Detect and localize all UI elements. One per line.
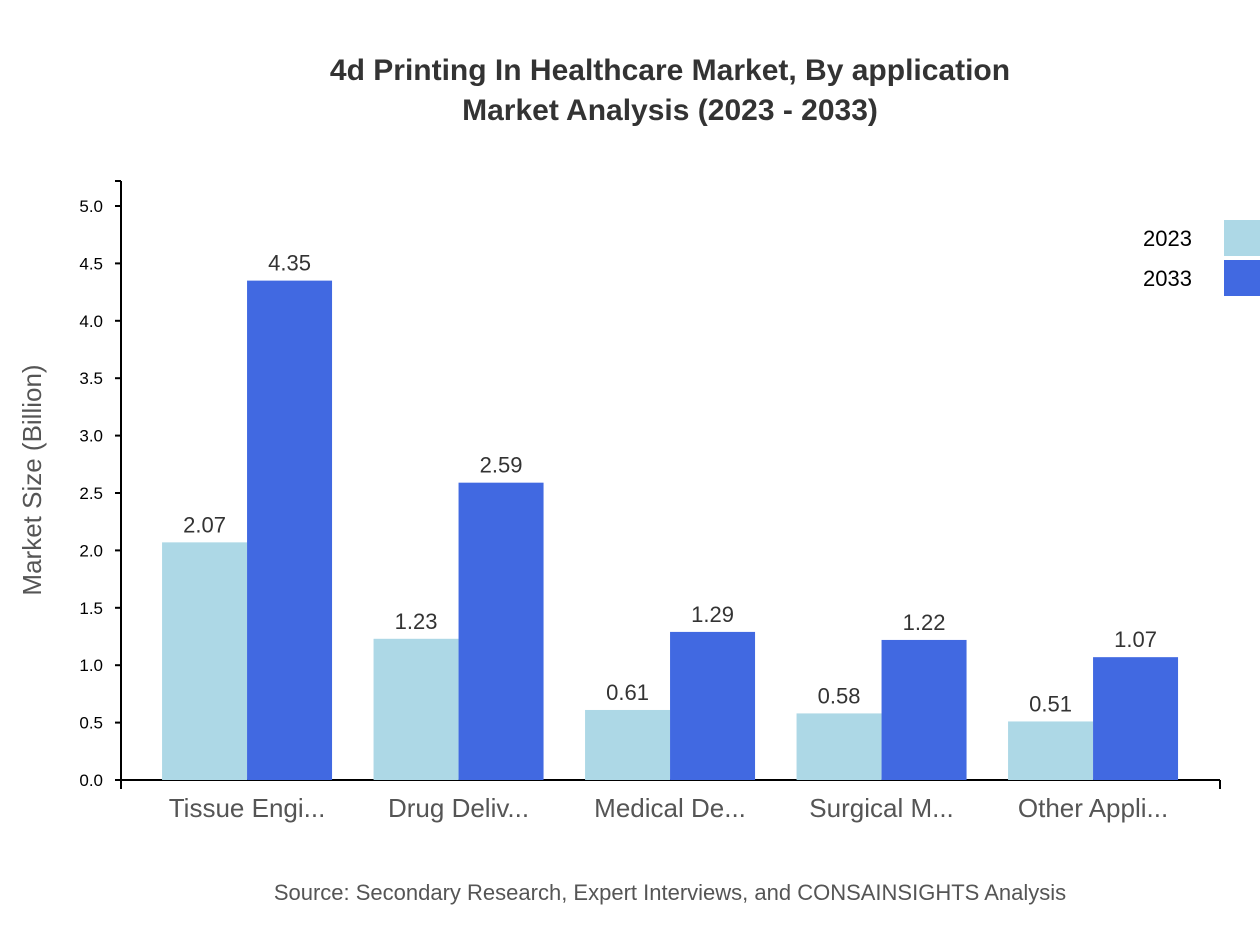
y-tick-label: 4.0 — [79, 312, 103, 331]
y-tick-label: 3.0 — [79, 427, 103, 446]
legend-swatch — [1224, 220, 1260, 256]
legend-label: 2023 — [1143, 226, 1192, 251]
y-tick-label: 5.0 — [79, 197, 103, 216]
y-tick-label: 2.0 — [79, 541, 103, 560]
bar-2023 — [1008, 721, 1094, 780]
bar-value-label: 2.07 — [183, 512, 226, 537]
legend-swatch — [1224, 260, 1260, 296]
bar-value-label: 1.29 — [691, 602, 734, 627]
bar-2033 — [881, 639, 967, 780]
y-tick-label: 4.5 — [79, 254, 103, 273]
y-tick-label: 1.0 — [79, 656, 103, 675]
x-tick-label: Drug Deliv... — [388, 793, 529, 823]
bar-2023 — [796, 713, 882, 780]
bars: 2.07 4.35 1.23 2.59 0.61 1.29 0.58 1.22 0.51 1.07 — [162, 251, 1179, 780]
legend-label: 2033 — [1143, 266, 1192, 291]
bar-2023 — [585, 709, 671, 780]
bar-2033 — [458, 482, 544, 780]
bar-2033 — [247, 280, 333, 780]
y-tick-label: 0.5 — [79, 714, 103, 733]
bar-value-label: 4.35 — [268, 251, 311, 276]
y-tick-label: 0.0 — [79, 771, 103, 790]
x-tick-label: Medical De... — [594, 793, 746, 823]
bar-2023 — [373, 638, 459, 780]
x-tick-label: Surgical M... — [809, 793, 954, 823]
bar-value-label: 1.22 — [903, 610, 946, 635]
bar-value-label: 2.59 — [480, 453, 523, 478]
chart-subtitle: Market Analysis (2023 - 2033) — [462, 94, 878, 127]
bar-2023 — [162, 542, 248, 780]
bar-value-label: 0.51 — [1029, 691, 1072, 716]
x-tick-label: Other Appli... — [1018, 793, 1168, 823]
bar-2033 — [1093, 657, 1179, 780]
source-note: Source: Secondary Research, Expert Inter… — [274, 880, 1066, 905]
chart-title: 4d Printing In Healthcare Market, By app… — [330, 54, 1010, 87]
legend: 2023 2033 — [1143, 220, 1260, 296]
y-axis-label: Market Size (Billion) — [17, 364, 47, 595]
bar-value-label: 0.61 — [606, 680, 649, 705]
y-tick-label: 2.5 — [79, 484, 103, 503]
bar-value-label: 1.23 — [395, 609, 438, 634]
y-axis: 0.0 0.5 1.0 1.5 2.0 2.5 3.0 3.5 4.0 4.5 5.0 — [79, 180, 122, 790]
bar-value-label: 1.07 — [1114, 627, 1157, 652]
y-tick-label: 1.5 — [79, 599, 103, 618]
y-tick-label: 3.5 — [79, 369, 103, 388]
bar-value-label: 0.58 — [818, 683, 861, 708]
bar-2033 — [670, 631, 756, 780]
x-tick-label: Tissue Engi... — [169, 793, 326, 823]
x-axis: Tissue Engi... Drug Deliv... Medical De...… — [120, 779, 1221, 823]
